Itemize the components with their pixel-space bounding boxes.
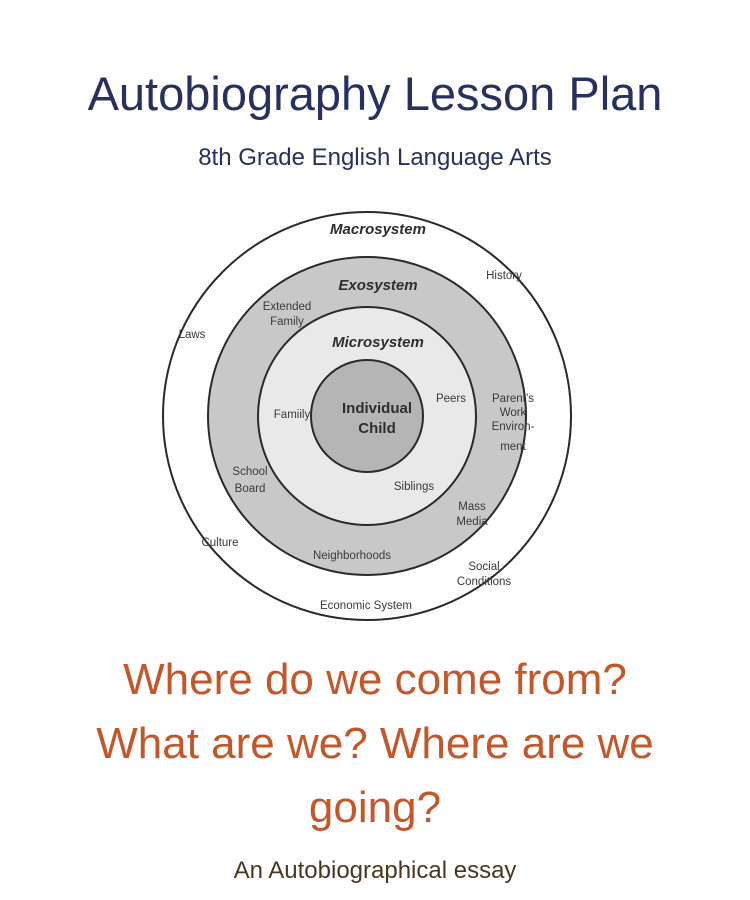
label-parents-line2: Work	[500, 407, 527, 419]
label-family: Famiily	[274, 409, 311, 421]
label-school-line2: Board	[235, 483, 266, 495]
essay-tagline: An Autobiographical essay	[233, 857, 517, 884]
question-line2: What are we? Where are we going?	[96, 719, 654, 832]
label-parents-line4: ment	[500, 441, 526, 453]
label-history: History	[486, 270, 522, 282]
individual-child-core	[310, 359, 424, 473]
label-mass-line1: Mass	[458, 501, 486, 513]
essay-question: Where do we come from? What are we? Wher…	[25, 648, 725, 840]
ecological-systems-diagram: Macrosystem Exosystem Microsystem Indivi…	[162, 211, 572, 621]
question-line1: Where do we come from?	[123, 655, 627, 704]
core-label-line1: Individual	[342, 400, 412, 417]
label-laws: Laws	[179, 329, 206, 341]
label-siblings: Siblings	[394, 481, 435, 493]
core-label-line2: Child	[358, 420, 396, 437]
exosystem-title: Exosystem	[338, 277, 417, 294]
macrosystem-title: Macrosystem	[330, 221, 426, 238]
page-subtitle: 8th Grade English Language Arts	[198, 144, 552, 171]
label-peers: Peers	[436, 393, 466, 405]
page-title: Autobiography Lesson Plan	[87, 67, 663, 120]
label-economic-system: Economic System	[320, 600, 412, 612]
label-culture: Culture	[201, 537, 238, 549]
label-extended-line2: Family	[270, 316, 304, 328]
label-social-line1: Social	[468, 561, 499, 573]
microsystem-title: Microsystem	[332, 334, 424, 351]
label-extended-line1: Extended	[263, 301, 312, 313]
label-parents-line3: Environ-	[492, 421, 535, 433]
label-social-line2: Conditions	[457, 576, 512, 588]
label-parents-line1: Parent’s	[492, 393, 534, 405]
label-school-line1: School	[232, 466, 267, 478]
label-mass-line2: Media	[456, 516, 488, 528]
label-neighborhoods: Neighborhoods	[313, 550, 391, 562]
